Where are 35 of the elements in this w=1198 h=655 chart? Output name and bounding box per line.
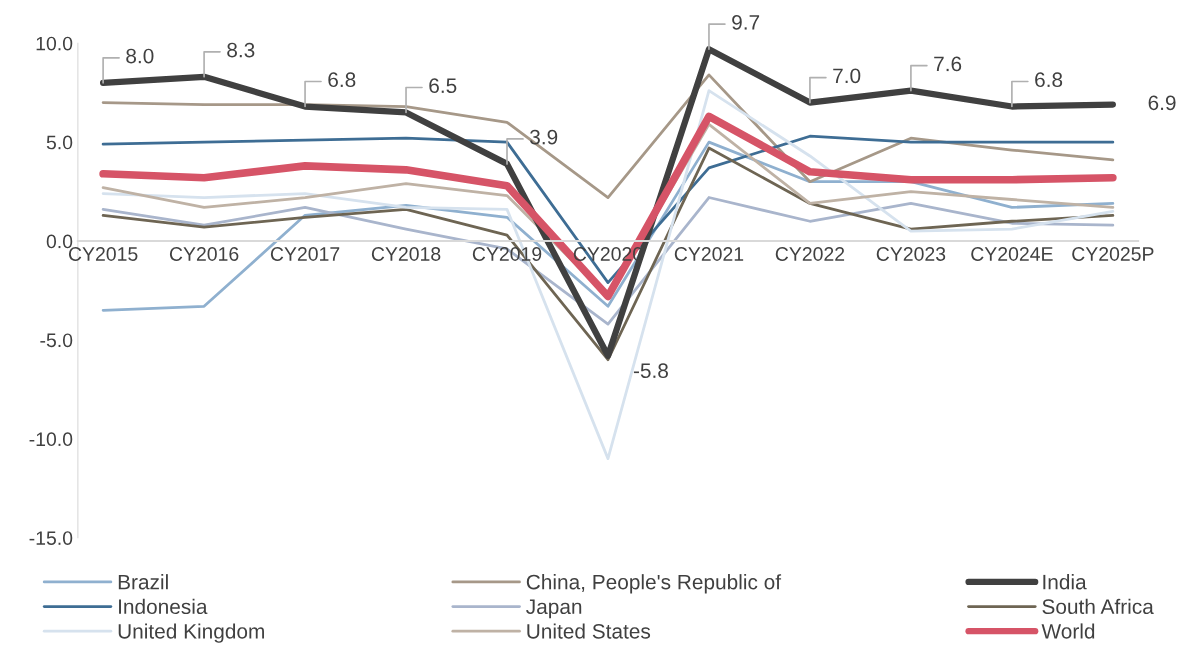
- y-tick-label: 0.0: [46, 234, 73, 249]
- data-label: 6.8: [1035, 72, 1063, 88]
- x-tick-label: CY2015: [68, 247, 138, 261]
- y-tick-label: -10.0: [29, 432, 73, 447]
- data-label: -5.8: [633, 363, 668, 379]
- legend-label: Brazil: [118, 574, 168, 590]
- y-tick-label: -5.0: [40, 333, 73, 348]
- data-label: 7.0: [833, 68, 861, 84]
- x-tick-label: CY2021: [674, 247, 744, 261]
- data-label: 6.8: [328, 72, 356, 88]
- x-tick-label: CY2023: [876, 247, 946, 261]
- data-label: 9.7: [732, 15, 760, 30]
- x-tick-label: CY2016: [169, 247, 239, 261]
- data-label: 6.5: [429, 78, 457, 94]
- x-tick-label: CY2018: [371, 247, 441, 261]
- x-tick-label: CY2017: [270, 247, 340, 261]
- y-tick-label: 5.0: [46, 135, 73, 150]
- data-label: 3.9: [530, 129, 558, 145]
- x-tick-label: CY2024E: [971, 247, 1053, 261]
- legend-label: South Africa: [1042, 598, 1154, 615]
- legend-label: World: [1041, 623, 1095, 639]
- legend-label: United Kingdom: [118, 623, 264, 643]
- legend-label: China, People's Republic of: [526, 574, 782, 594]
- legend-label: India: [1043, 574, 1087, 590]
- data-label: 8.3: [227, 42, 255, 58]
- x-tick-label: CY2022: [775, 247, 845, 261]
- legend-label: Japan: [526, 599, 582, 619]
- data-label: 8.0: [126, 48, 154, 64]
- y-tick-label: -15.0: [29, 531, 73, 545]
- data-label: 6.9: [1148, 95, 1176, 111]
- legend-label: United States: [527, 623, 651, 639]
- y-tick-label: 10.0: [36, 36, 73, 51]
- legend-label: Indonesia: [119, 598, 208, 615]
- x-tick-label: CY2025P: [1072, 247, 1154, 261]
- data-label: 7.6: [934, 56, 962, 72]
